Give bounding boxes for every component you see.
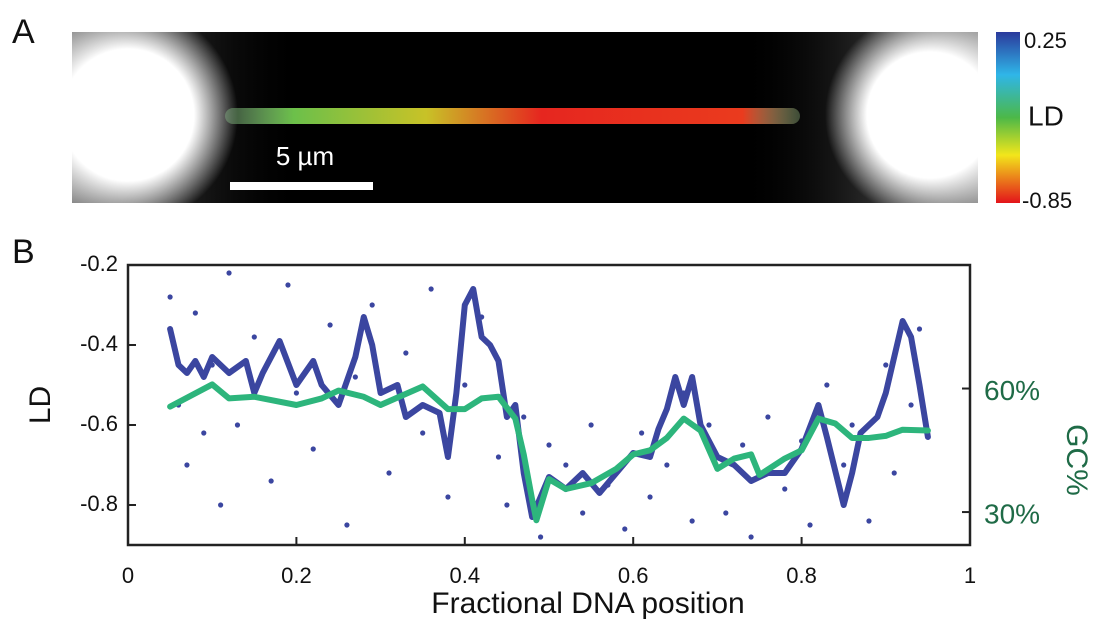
plot-frame xyxy=(126,263,972,547)
x-tick-label: 0.2 xyxy=(281,563,312,588)
scatter-point xyxy=(167,294,173,300)
scatter-point xyxy=(706,422,712,428)
scatter-point xyxy=(664,462,670,468)
scatter-point xyxy=(344,522,350,528)
y-tick-label: -0.2 xyxy=(80,251,118,276)
colorbar xyxy=(996,32,1020,203)
scatter-point xyxy=(403,350,409,356)
scatter-point xyxy=(916,326,923,332)
scatter-point xyxy=(428,286,434,292)
y-axis-label: LD xyxy=(24,386,57,424)
y-tick-label: -0.6 xyxy=(80,411,118,436)
scatter-point xyxy=(268,478,274,484)
scatter-point xyxy=(824,382,830,388)
scatter-point xyxy=(588,422,594,428)
scatter-point xyxy=(866,518,872,524)
scatter-point xyxy=(807,522,813,528)
scatter-point xyxy=(504,502,510,508)
line xyxy=(167,381,931,524)
y2-tick-label: 30% xyxy=(984,498,1040,529)
scatter-point xyxy=(226,270,232,276)
y2-tick-label: 60% xyxy=(984,375,1040,406)
scatter-point xyxy=(765,414,771,420)
colorbar-tick: -0.85 xyxy=(1022,188,1072,213)
scatter-point xyxy=(369,302,375,308)
scatter-point xyxy=(462,382,468,388)
x-tick-label: 0.8 xyxy=(786,563,817,588)
scale-bar xyxy=(230,182,373,190)
scatter-point xyxy=(647,494,653,500)
y2-axis-label: GC% xyxy=(1060,424,1093,496)
y-tick-label: -0.4 xyxy=(80,331,118,356)
scale-bar-label: 5 µm xyxy=(276,141,334,171)
y-tick-label: -0.8 xyxy=(80,491,118,516)
scatter-point xyxy=(891,470,897,476)
micrograph xyxy=(72,32,978,203)
scatter-point xyxy=(580,510,586,516)
scatter-point xyxy=(234,422,241,428)
scatter-point xyxy=(782,486,788,492)
scatter-point xyxy=(184,462,190,468)
scatter-point xyxy=(841,462,847,468)
scatter-point xyxy=(622,526,628,532)
scatter-point xyxy=(639,430,645,436)
panel-label: A xyxy=(12,13,35,51)
scatter-point xyxy=(327,322,333,328)
scatter-point xyxy=(849,422,855,428)
x-axis-label: Fractional DNA position xyxy=(431,587,744,620)
colorbar-label: LD xyxy=(1028,100,1064,131)
scatter-point xyxy=(445,494,451,500)
scatter-point xyxy=(521,414,527,420)
x-tick-label: 0 xyxy=(122,563,134,588)
scatter-point xyxy=(218,502,224,508)
scatter-point xyxy=(748,534,754,540)
scatter-point xyxy=(251,334,257,340)
scatter-point xyxy=(352,374,358,380)
scatter-point xyxy=(689,518,695,524)
scatter-point xyxy=(386,470,392,476)
scatter-point xyxy=(285,282,291,288)
scatter-point xyxy=(563,462,569,468)
scatter-point xyxy=(537,534,544,540)
x-tick-label: 1 xyxy=(964,563,976,588)
colorbar-tick: 0.25 xyxy=(1024,28,1067,53)
scatter-point xyxy=(310,446,316,452)
scatter-point xyxy=(293,390,299,396)
scatter-point xyxy=(546,442,552,448)
panel-label: B xyxy=(12,233,35,271)
scatter-point xyxy=(201,430,207,436)
x-tick-label: 0.4 xyxy=(450,563,481,588)
scatter-point xyxy=(192,310,198,316)
x-tick-label: 0.6 xyxy=(618,563,649,588)
scatter-point xyxy=(908,402,914,408)
scatter-point xyxy=(883,362,889,368)
scatter-point xyxy=(420,430,426,436)
scatter-point xyxy=(495,454,502,460)
scatter-point xyxy=(740,442,746,448)
scatter-point xyxy=(723,510,729,516)
